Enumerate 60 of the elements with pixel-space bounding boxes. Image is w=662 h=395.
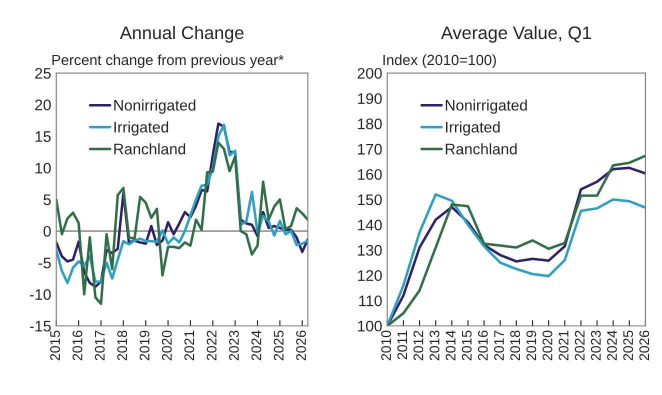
y-tick-label: -15: [30, 320, 51, 332]
x-tick-label: 2019: [526, 330, 536, 360]
x-tick-label: 2019: [140, 330, 150, 360]
y-tick-label: 170: [358, 144, 382, 155]
x-tick-label: 2022: [206, 330, 217, 360]
y-tick-label: 160: [358, 169, 382, 180]
x-tick-label: 2017: [494, 330, 504, 360]
x-tick-label: 2026: [296, 330, 306, 360]
y-tick-label: 200: [358, 68, 382, 79]
legend-label: Irrigated: [114, 121, 168, 136]
y-tick-label: 110: [359, 295, 382, 306]
y-tick-label: 190: [358, 93, 382, 104]
y-tick-label: 10: [36, 162, 51, 174]
x-tick-label: 2017: [94, 330, 105, 360]
y-axis-title: Index (2010=100): [383, 54, 496, 68]
y-axis-title: Percent change from previous year*: [52, 54, 284, 68]
legend-label: Irrigated: [446, 121, 500, 136]
x-tick-label: 2012: [413, 330, 424, 360]
x-tick-label: 2020: [542, 330, 552, 360]
x-tick-label: 2013: [430, 330, 440, 360]
y-tick-label: -5: [38, 258, 51, 268]
x-tick-label: 2022: [574, 330, 585, 360]
x-tick-label: 2011: [397, 330, 408, 360]
y-tick-label: 0: [44, 226, 51, 237]
y-tick-label: 20: [35, 100, 51, 110]
x-tick-label: 2021: [558, 330, 568, 360]
y-tick-label: -10: [30, 289, 51, 300]
x-tick-label: 2025: [623, 330, 634, 360]
y-tick-label: 140: [358, 220, 382, 230]
y-tick-label: 25: [35, 68, 51, 79]
x-tick-label: 2023: [229, 330, 239, 360]
x-tick-label: 2024: [607, 330, 617, 360]
line-series: [56, 141, 308, 306]
x-tick-label: 2020: [162, 330, 172, 360]
y-tick-label: 120: [358, 270, 382, 281]
chart-title: Average Value, Q1: [440, 26, 591, 43]
x-tick-label: 2025: [274, 330, 284, 360]
legend-label: Nonirrigated: [446, 99, 527, 114]
y-tick-label: 130: [358, 244, 382, 256]
x-tick-label: 2015: [50, 330, 60, 360]
x-tick-label: 2021: [184, 330, 194, 360]
chart-title: Annual Change: [120, 26, 244, 43]
x-tick-label: 2015: [462, 330, 472, 360]
x-tick-label: 2018: [117, 330, 128, 360]
y-tick-label: 180: [358, 118, 382, 130]
x-tick-label: 2014: [446, 330, 456, 360]
x-tick-label: 2010: [381, 330, 391, 360]
x-tick-label: 2023: [590, 330, 601, 360]
legend-label: Nonirrigated: [114, 99, 196, 114]
x-tick-label: 2016: [478, 330, 488, 360]
y-tick-label: 150: [358, 194, 382, 206]
x-tick-label: 2018: [510, 330, 520, 360]
y-tick-label: 5: [44, 194, 51, 206]
x-tick-label: 2016: [72, 330, 82, 360]
legend-label: Ranchland: [446, 143, 517, 154]
x-tick-label: 2026: [639, 330, 650, 360]
legend-label: Ranchland: [114, 143, 186, 154]
y-tick-label: 100: [358, 320, 382, 332]
x-tick-label: 2024: [251, 330, 262, 360]
y-tick-label: 15: [36, 131, 51, 142]
